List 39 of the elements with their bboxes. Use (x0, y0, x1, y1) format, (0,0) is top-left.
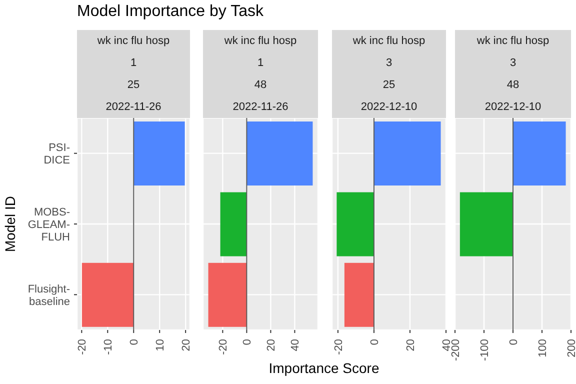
y-tick-label: Flusight-baseline (28, 283, 70, 308)
x-tick-label: 20 (180, 339, 192, 352)
x-tick-label: 0 (128, 339, 140, 346)
text: 2022-11-26 (104, 100, 162, 115)
x-tick-label: 20 (266, 339, 278, 352)
text: 1 (256, 56, 265, 71)
text: wk inc flu hosp (96, 34, 171, 49)
y-tick-label: PSI-DICE (44, 142, 70, 167)
x-tick-label: 20 (404, 339, 417, 352)
x-tick-label: 200 (566, 339, 576, 358)
x-tick-label: 0 (368, 339, 381, 346)
x-tick-label: -100 (478, 339, 491, 362)
chart-title: Model Importance by Task (77, 3, 264, 21)
x-tick-label: 0 (508, 339, 520, 346)
x-tick-label: -10 (102, 339, 115, 355)
x-tick-label: -20 (218, 339, 230, 355)
text: 1 (129, 56, 138, 71)
text: wk inc flu hosp (223, 34, 298, 49)
text: 48 (506, 78, 520, 93)
text: 25 (126, 78, 141, 93)
x-tick-label: -200 (450, 339, 462, 362)
text: 3 (384, 56, 394, 71)
x-tick-label: 0 (242, 339, 254, 346)
text: 2022-12-10 (484, 100, 542, 115)
y-axis-title: Model ID (2, 196, 18, 252)
text: wk inc flu hosp (476, 34, 550, 49)
text: 2022-12-10 (360, 100, 418, 115)
x-tick-label: -20 (76, 339, 89, 355)
text: wk inc flu hosp (352, 34, 426, 49)
text: 48 (253, 78, 268, 93)
x-tick-label: -20 (332, 339, 345, 355)
y-tick-label: MOBS-GLEAM-FLUH (28, 206, 70, 244)
x-tick-label: 100 (536, 339, 549, 358)
x-tick-label: 40 (290, 339, 302, 352)
x-tick-label: 10 (154, 339, 166, 352)
text: 25 (382, 78, 396, 93)
x-axis-title: Importance Score (268, 360, 380, 376)
text: 2022-11-26 (232, 100, 290, 115)
text: 3 (508, 56, 518, 71)
